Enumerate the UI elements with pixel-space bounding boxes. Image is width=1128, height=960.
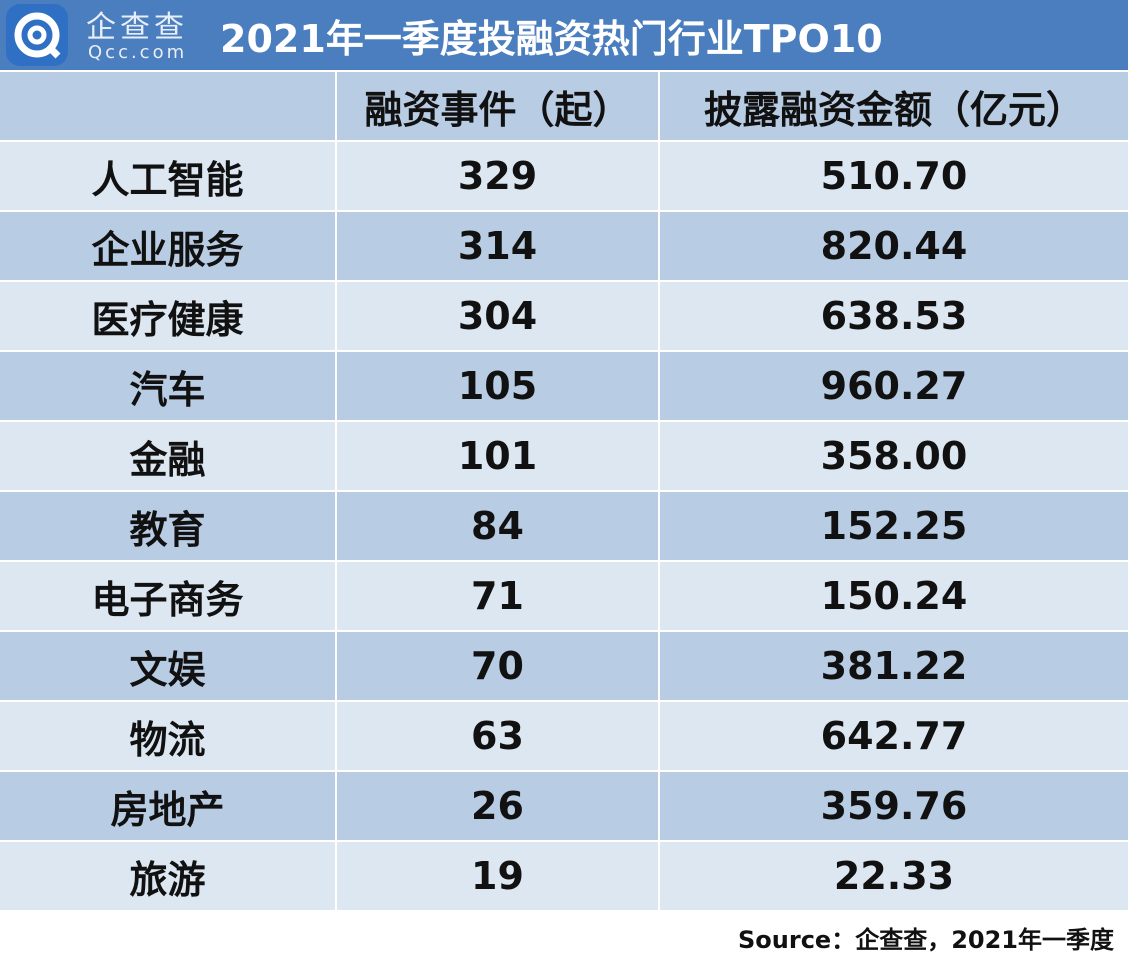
table-cell: 510.70 xyxy=(820,154,968,198)
header-bar: 企查查 Qcc.com 2021年一季度投融资热门行业TPO10 xyxy=(0,0,1128,70)
table-cell: 329 xyxy=(337,142,660,210)
table-cell: 70 xyxy=(337,632,660,700)
title: 2021年一季度投融资热门行业TPO10 xyxy=(220,17,883,61)
table-cell: 820.44 xyxy=(820,224,968,268)
table-row: 教育 84 152.25 xyxy=(0,492,1128,562)
table-row: 企业服务 314 820.44 xyxy=(0,212,1128,282)
row-label: 文娱 xyxy=(0,632,337,700)
table-row: 文娱 70 381.22 xyxy=(0,632,1128,702)
table-cell: 19 xyxy=(337,842,660,910)
table-cell: 358.00 xyxy=(820,434,968,478)
table-cell: 26 xyxy=(337,772,660,840)
row-label: 房地产 xyxy=(0,772,337,840)
table-cell: 304 xyxy=(337,282,660,350)
table-cell: 359.76 xyxy=(820,784,968,828)
table-row: 金融 101 358.00 xyxy=(0,422,1128,492)
logo-icon xyxy=(6,4,68,66)
row-label: 物流 xyxy=(0,702,337,770)
table-row: 医疗健康 304 638.53 xyxy=(0,282,1128,352)
row-label: 医疗健康 xyxy=(0,282,337,350)
row-label: 教育 xyxy=(0,492,337,560)
table-cell: 638.53 xyxy=(820,294,968,338)
table-row: 物流 63 642.77 xyxy=(0,702,1128,772)
row-label: 电子商务 xyxy=(0,562,337,630)
header-cell: 披露融资金额（亿元） xyxy=(703,87,1084,132)
logo-name: 企查查 xyxy=(86,10,188,45)
row-label: 汽车 xyxy=(0,352,337,420)
table-cell: 22.33 xyxy=(833,854,955,898)
row-label: 旅游 xyxy=(0,842,337,910)
header-cell: 融资事件（起） xyxy=(337,72,660,140)
table-cell: 105 xyxy=(337,352,660,420)
table-cell: 150.24 xyxy=(820,574,968,618)
row-label: 企业服务 xyxy=(0,212,337,280)
header-cell xyxy=(0,72,337,140)
row-label: 金融 xyxy=(0,422,337,490)
table-cell: 642.77 xyxy=(820,714,968,758)
header-row: 融资事件（起） 披露融资金额（亿元） xyxy=(0,72,1128,142)
row-label: 人工智能 xyxy=(0,142,337,210)
table-cell: 84 xyxy=(337,492,660,560)
table: 融资事件（起） 披露融资金额（亿元） 人工智能 329 510.70 企业服务 314 820… xyxy=(0,72,1128,912)
table-cell: 314 xyxy=(337,212,660,280)
table-cell: 381.22 xyxy=(820,644,968,688)
table-row: 房地产 26 359.76 xyxy=(0,772,1128,842)
table-cell: 152.25 xyxy=(820,504,968,548)
table-cell: 63 xyxy=(337,702,660,770)
table-row: 旅游 19 22.33 xyxy=(0,842,1128,912)
table-row: 汽车 105 960.27 xyxy=(0,352,1128,422)
table-row: 电子商务 71 150.24 xyxy=(0,562,1128,632)
table-cell: 71 xyxy=(337,562,660,630)
table-cell: 101 xyxy=(337,422,660,490)
logo-domain: Qcc.com xyxy=(88,42,188,63)
source-note: Source：企查查，2021年一季度 xyxy=(738,926,1114,954)
table-row: 人工智能 329 510.70 xyxy=(0,142,1128,212)
table-cell: 960.27 xyxy=(820,364,968,408)
